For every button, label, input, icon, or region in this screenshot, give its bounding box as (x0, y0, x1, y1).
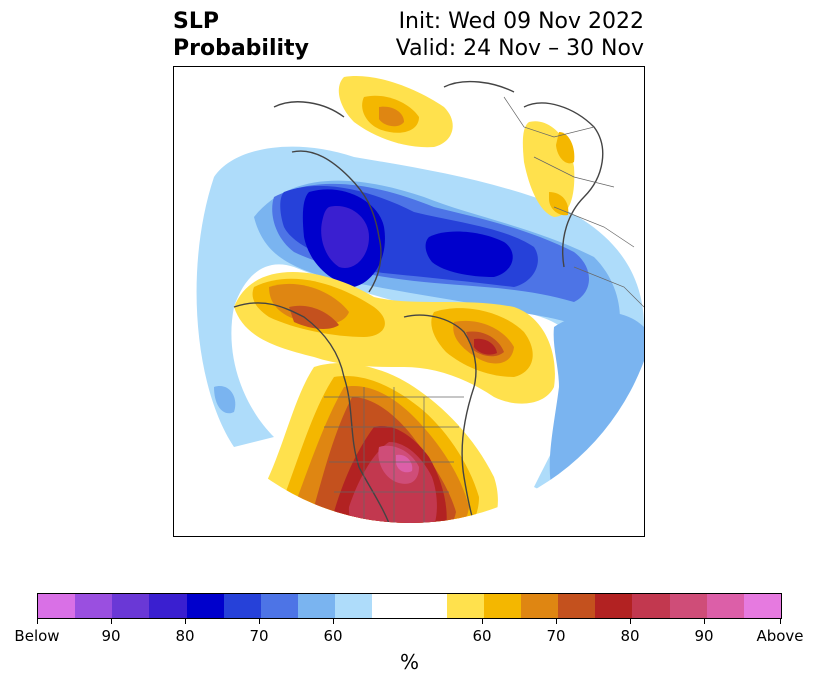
colorbar-segment (75, 594, 113, 618)
colorbar-segment (521, 594, 559, 618)
colorbar-tick-mark (482, 619, 483, 624)
colorbar-segment (335, 594, 373, 618)
init-date: Init: Wed 09 Nov 2022 (398, 9, 644, 34)
above-normal-region (234, 76, 575, 523)
colorbar-segment (632, 594, 670, 618)
colorbar (37, 593, 782, 619)
coastlines (233, 80, 604, 523)
colorbar-segment (112, 594, 150, 618)
colorbar-segment (706, 594, 744, 618)
colorbar-segment (149, 594, 187, 618)
colorbar-tick-label: 80 (620, 627, 640, 645)
colorbar-segment (669, 594, 707, 618)
colorbar-segment (446, 594, 484, 618)
title-metric: Probability (173, 36, 309, 61)
colorbar-tick-label: 90 (101, 627, 121, 645)
colorbar-tick-mark (333, 619, 334, 624)
colorbar-segment (743, 594, 782, 618)
political-borders (324, 96, 644, 523)
colorbar-tick-mark (37, 619, 38, 624)
colorbar-tick-label: Below (14, 627, 60, 645)
below-normal-region (196, 146, 644, 497)
colorbar-tick-mark (185, 619, 186, 624)
colorbar-tick-label: Above (756, 627, 804, 645)
title-left: SLP Probability (173, 8, 309, 62)
colorbar-segment (260, 594, 299, 618)
colorbar-tick-label: 70 (249, 627, 269, 645)
colorbar-tick-mark (556, 619, 557, 624)
colorbar-tick-label: 70 (546, 627, 566, 645)
colorbar-tick-mark (780, 619, 781, 624)
title-right: Init: Wed 09 Nov 2022 Valid: 24 Nov – 30… (396, 8, 644, 62)
colorbar-tick-mark (704, 619, 705, 624)
colorbar-tick-mark (630, 619, 631, 624)
colorbar-segment (372, 594, 447, 618)
colorbar-segment (595, 594, 633, 618)
colorbar-tick-label: 90 (694, 627, 714, 645)
colorbar-unit-label: % (399, 650, 419, 674)
colorbar-segment (558, 594, 596, 618)
title-variable: SLP (173, 9, 219, 34)
colorbar-segment (483, 594, 522, 618)
colorbar-segment (223, 594, 261, 618)
valid-range: Valid: 24 Nov – 30 Nov (395, 36, 644, 61)
colorbar-tick-label: 60 (472, 627, 492, 645)
colorbar-tick-label: 80 (175, 627, 195, 645)
map-panel (173, 66, 645, 537)
colorbar-tick-label: 60 (323, 627, 343, 645)
colorbar-segment (186, 594, 224, 618)
polar-map (174, 67, 644, 523)
colorbar-segment (298, 594, 336, 618)
colorbar-tick-mark (259, 619, 260, 624)
colorbar-tick-mark (111, 619, 112, 624)
colorbar-segment (38, 594, 76, 618)
